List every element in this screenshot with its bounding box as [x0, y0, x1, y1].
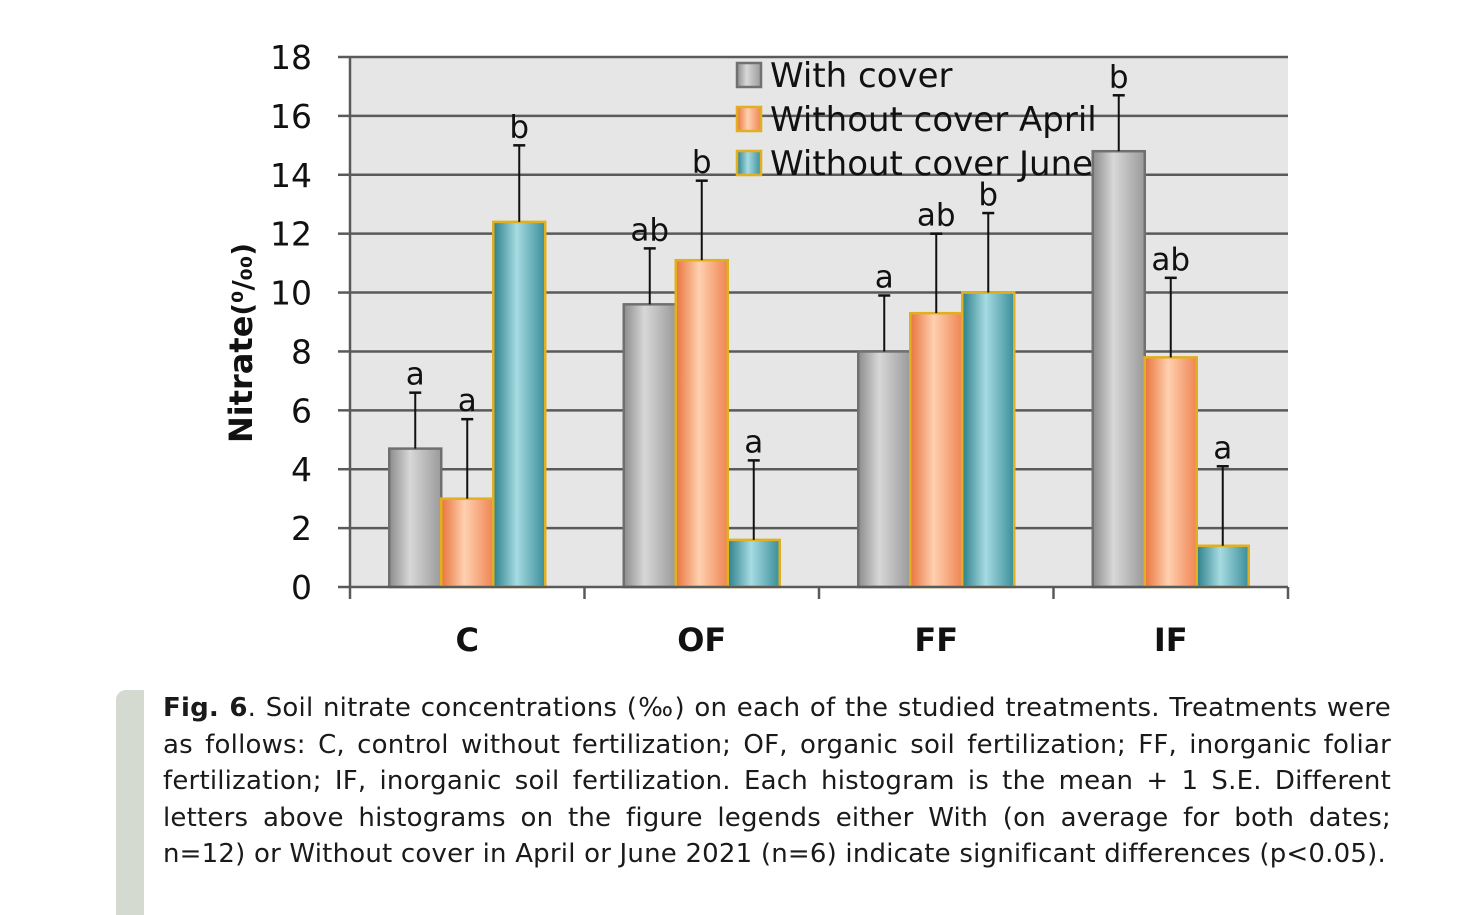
caption-text: . Soil nitrate concentrations (‰) on eac…	[163, 693, 1391, 870]
figure-caption: Fig. 6. Soil nitrate concentrations (‰) …	[163, 690, 1391, 873]
x-tick-label: OF	[677, 621, 726, 659]
bar	[1091, 149, 1146, 589]
legend-label: Without cover June	[770, 144, 1093, 184]
significance-letter: a	[875, 260, 894, 296]
legend-swatch	[735, 105, 763, 133]
x-axis-labels: C OF FF IF	[456, 621, 1188, 659]
significance-letter: b	[509, 109, 529, 145]
legend-swatch	[735, 61, 763, 89]
bar	[726, 538, 781, 589]
y-tick-label: 8	[291, 332, 312, 371]
bar	[1143, 356, 1198, 589]
bar	[857, 350, 912, 589]
bar	[961, 291, 1016, 589]
caption-label: Fig. 6	[163, 693, 248, 723]
y-tick-label: 16	[270, 97, 312, 136]
significance-letter: a	[1213, 430, 1232, 466]
y-tick-label: 6	[291, 391, 312, 430]
significance-letter: b	[978, 177, 998, 213]
y-tick-label: 10	[270, 274, 312, 313]
significance-letter: ab	[917, 198, 956, 234]
bar	[622, 303, 677, 589]
y-tick-label: 4	[291, 450, 312, 489]
bar	[492, 220, 547, 589]
significance-letter: a	[406, 357, 425, 393]
bar	[440, 497, 495, 589]
x-tick-label: C	[456, 621, 479, 659]
bar	[388, 447, 443, 589]
y-axis-ticks: 0 2 4 6 8 10 12 14 16 18	[270, 38, 350, 607]
axes	[348, 57, 1290, 599]
significance-letter: ab	[630, 212, 669, 248]
y-tick-label: 0	[291, 568, 312, 607]
significance-letter: ab	[1151, 242, 1190, 278]
significance-letter: a	[458, 383, 477, 419]
significance-letter: a	[744, 424, 763, 460]
x-tick-label: IF	[1154, 621, 1188, 659]
y-tick-label: 14	[270, 156, 312, 195]
legend-label: With cover	[770, 56, 953, 96]
error-bars	[409, 94, 1229, 546]
y-tick-label: 12	[270, 215, 312, 254]
legend-swatch	[735, 149, 763, 177]
significance-letter: b	[692, 145, 712, 181]
figure-caption-block: Fig. 6. Soil nitrate concentrations (‰) …	[116, 690, 1406, 915]
bar	[1195, 544, 1250, 589]
y-tick-label: 2	[291, 509, 312, 548]
bar	[909, 311, 964, 589]
x-tick-label: FF	[914, 621, 958, 659]
caption-accent-bar	[116, 690, 144, 915]
y-tick-label: 18	[270, 38, 312, 77]
y-axis-label: Nitrate(⁰/₀₀)	[222, 243, 260, 443]
legend-label: Without cover April	[770, 100, 1097, 140]
significance-letter: b	[1109, 59, 1129, 95]
bar	[674, 258, 729, 589]
